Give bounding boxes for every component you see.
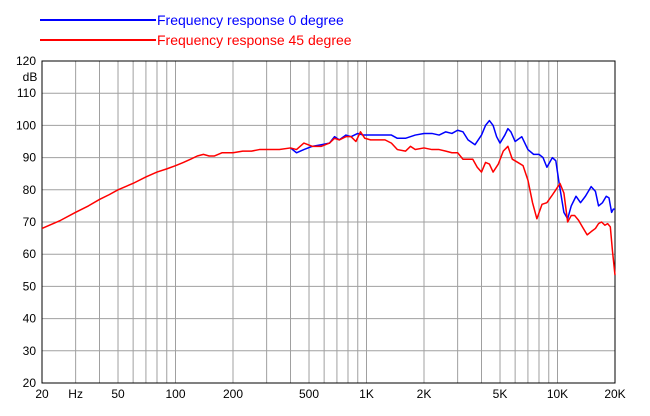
y-tick-label: 120 [16,54,36,68]
x-tick-label: 2K [417,387,432,401]
y-axis-label: dB [23,70,38,84]
grid [42,61,615,383]
y-tick-label: 110 [17,86,36,100]
y-tick-label: 30 [23,344,37,358]
x-tick-label: 10K [547,387,568,401]
legend-label-0-degree: Frequency response 0 degree [157,12,344,28]
legend-label-45-degree: Frequency response 45 degree [157,32,352,48]
y-tick-label: 20 [23,376,37,390]
x-tick-label: 1K [359,387,374,401]
series-layer [41,119,616,276]
x-tick-label: 500 [299,387,319,401]
x-tick-label: 20 [35,387,49,401]
y-tick-label: 100 [16,118,36,132]
x-tick-label: 200 [223,387,243,401]
x-tick-label: 50 [111,387,125,401]
y-tick-label: 60 [23,247,37,261]
x-tick-label: Hz [68,387,83,401]
legend: Frequency response 0 degree Frequency re… [40,12,352,48]
series-45-degree-line [41,131,616,276]
y-tick-label: 90 [23,151,37,165]
y-tick-label: 80 [23,183,37,197]
x-tick-label: 20K [604,387,625,401]
x-tick-label: 5K [493,387,508,401]
y-axis: 20 30 40 50 60 70 80 90 100 110 120 [16,54,36,390]
y-tick-label: 50 [23,279,37,293]
series-0-degree-line [290,119,615,220]
x-tick-label: 100 [165,387,185,401]
x-axis: 20 Hz 50 100 200 500 1K 2K 5K 10K 20K [35,387,625,401]
y-tick-label: 40 [23,312,37,326]
y-tick-label: 70 [23,215,37,229]
plot-frame [41,60,616,384]
